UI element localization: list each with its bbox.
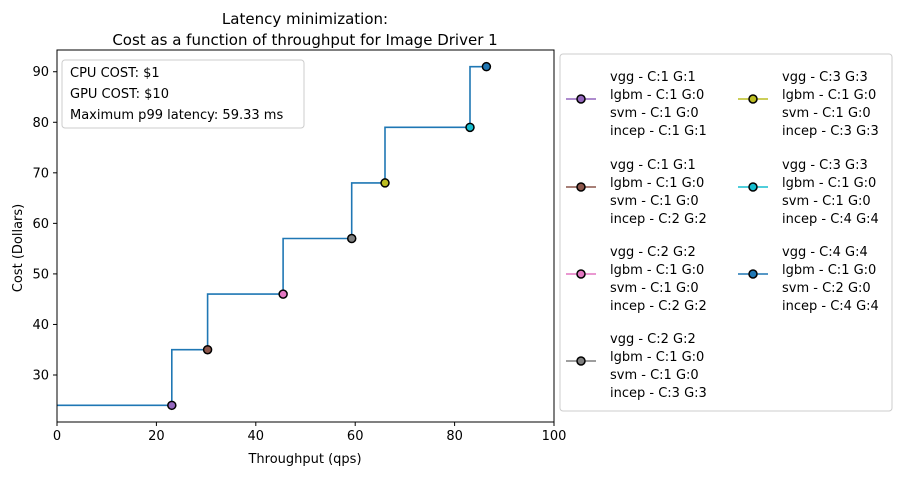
data-point bbox=[346, 233, 357, 244]
legend-label: lgbm - C:1 G:0 bbox=[782, 176, 876, 191]
y-tick-label: 40 bbox=[32, 318, 49, 333]
legend-frame bbox=[559, 53, 893, 412]
legend-entry: vgg - C:4 G:4 lgbm - C:1 G:0 svm - C:2 G:0… bbox=[738, 245, 879, 314]
y-axis: 30 40 50 60 70 80 90 bbox=[32, 65, 57, 383]
legend-marker bbox=[748, 182, 758, 192]
chart-title: Latency minimization: bbox=[222, 10, 388, 28]
info-box: CPU COST: $1 GPU COST: $10 Maximum p99 l… bbox=[61, 59, 305, 129]
x-axis: 0 20 40 60 80 100 bbox=[53, 422, 567, 444]
legend-entry: vgg - C:1 G:1 lgbm - C:1 G:0 svm - C:1 G:0… bbox=[566, 158, 707, 227]
info-cpu-cost: CPU COST: $1 bbox=[70, 66, 160, 81]
legend-entry: vgg - C:2 G:2 lgbm - C:1 G:0 svm - C:1 G:0… bbox=[566, 245, 707, 314]
x-tick-label: 20 bbox=[148, 429, 165, 444]
y-tick-label: 80 bbox=[32, 116, 49, 131]
plot-frame bbox=[56, 49, 555, 423]
legend-label: incep - C:2 G:2 bbox=[610, 212, 707, 227]
info-gpu-cost: GPU COST: $10 bbox=[70, 87, 169, 102]
legend-label: incep - C:1 G:1 bbox=[610, 124, 707, 139]
legend-label: vgg - C:3 G:3 bbox=[782, 158, 868, 173]
legend-label: lgbm - C:1 G:0 bbox=[610, 176, 704, 191]
info-latency: Maximum p99 latency: 59.33 ms bbox=[70, 108, 283, 123]
y-tick-label: 50 bbox=[32, 267, 49, 282]
data-point bbox=[202, 344, 213, 355]
legend-label: lgbm - C:1 G:0 bbox=[782, 263, 876, 278]
legend-entry: vgg - C:3 G:3 lgbm - C:1 G:0 svm - C:1 G:0… bbox=[738, 158, 879, 227]
data-point bbox=[481, 61, 492, 72]
data-point bbox=[380, 178, 390, 188]
legend-label: svm - C:1 G:0 bbox=[782, 106, 871, 121]
legend-label: svm - C:1 G:0 bbox=[610, 281, 699, 296]
legend-label: lgbm - C:1 G:0 bbox=[610, 88, 704, 103]
legend-label: vgg - C:4 G:4 bbox=[782, 245, 868, 260]
y-tick-label: 90 bbox=[32, 65, 49, 80]
chart-subtitle: Cost as a function of throughput for Ima… bbox=[112, 31, 497, 49]
legend-label: vgg - C:2 G:2 bbox=[610, 332, 696, 347]
legend-label: svm - C:1 G:0 bbox=[610, 368, 699, 383]
legend-marker bbox=[576, 269, 586, 279]
legend-marker bbox=[576, 94, 586, 104]
legend-label: vgg - C:2 G:2 bbox=[610, 245, 696, 260]
legend-label: svm - C:1 G:0 bbox=[782, 194, 871, 209]
x-tick-label: 100 bbox=[542, 429, 567, 444]
x-tick-label: 40 bbox=[248, 429, 265, 444]
legend-label: incep - C:4 G:4 bbox=[782, 299, 879, 314]
legend-marker bbox=[576, 182, 586, 192]
legend-label: vgg - C:3 G:3 bbox=[782, 70, 868, 85]
legend-label: svm - C:2 G:0 bbox=[782, 281, 871, 296]
legend-label: incep - C:3 G:3 bbox=[782, 124, 879, 139]
x-tick-label: 0 bbox=[53, 429, 61, 444]
x-tick-label: 80 bbox=[446, 429, 463, 444]
y-axis-label: Cost (Dollars) bbox=[11, 204, 26, 292]
legend-entry: vgg - C:2 G:2 lgbm - C:1 G:0 svm - C:1 G:0… bbox=[566, 332, 707, 401]
data-point bbox=[465, 122, 475, 133]
legend-label: lgbm - C:1 G:0 bbox=[610, 350, 704, 365]
legend-label: incep - C:3 G:3 bbox=[610, 386, 707, 401]
x-tick-label: 60 bbox=[347, 429, 364, 444]
legend-label: lgbm - C:1 G:0 bbox=[782, 88, 876, 103]
y-tick-label: 60 bbox=[32, 217, 49, 232]
data-point bbox=[278, 289, 288, 299]
legend: vgg - C:1 G:1 lgbm - C:1 G:0 svm - C:1 G:0… bbox=[559, 53, 893, 412]
info-box-frame bbox=[61, 59, 305, 129]
step-line bbox=[57, 65, 487, 407]
legend-entry: vgg - C:1 G:1 lgbm - C:1 G:0 svm - C:1 G:0… bbox=[566, 70, 707, 139]
legend-entry: vgg - C:3 G:3 lgbm - C:1 G:0 svm - C:1 G:0… bbox=[738, 70, 879, 139]
legend-marker bbox=[748, 94, 758, 104]
legend-label: vgg - C:1 G:1 bbox=[610, 70, 696, 85]
legend-label: lgbm - C:1 G:0 bbox=[610, 263, 704, 278]
legend-label: incep - C:2 G:2 bbox=[610, 299, 707, 314]
legend-label: vgg - C:1 G:1 bbox=[610, 158, 696, 173]
data-markers bbox=[167, 61, 492, 411]
legend-marker bbox=[576, 356, 586, 366]
y-tick-label: 30 bbox=[32, 368, 49, 383]
data-point bbox=[167, 400, 177, 411]
legend-marker bbox=[748, 269, 758, 279]
legend-label: svm - C:1 G:0 bbox=[610, 106, 699, 121]
legend-label: svm - C:1 G:0 bbox=[610, 194, 699, 209]
x-axis-label: Throughput (qps) bbox=[247, 452, 361, 467]
legend-label: incep - C:4 G:4 bbox=[782, 212, 879, 227]
y-tick-label: 70 bbox=[32, 166, 49, 181]
